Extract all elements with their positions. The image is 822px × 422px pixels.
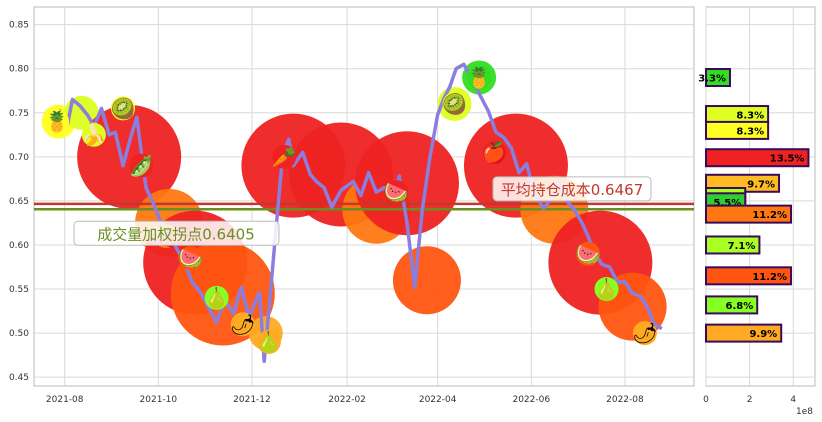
banana-icon: 🍌 [81,123,106,147]
x-tick-label: 2022-02 [328,395,366,405]
volume-bar [705,120,770,140]
cost-blob [392,246,461,315]
marker-halo [204,285,229,310]
marker-halo [256,329,281,354]
marker-halo [111,96,136,121]
watermelon-icon: 🍉 [178,246,203,270]
carrot-icon: 🥕 [272,145,297,169]
marker-halo [178,246,203,271]
volume-bar-label: 9.7% [747,179,775,190]
marker-halo [81,122,106,147]
y-tick-label: 0.70 [9,153,29,163]
pineapple-icon: 🍍 [467,66,492,90]
volume-bar [705,295,759,315]
marker-halo [442,91,467,116]
marker-halo [272,144,297,169]
x-tick-label: 2022-08 [606,395,644,405]
side-x-tick-label: 2 [747,395,753,405]
y-tick-label: 0.55 [9,285,29,295]
apple-icon: 🍎 [482,140,507,164]
kiwi-icon: 🥝 [442,91,467,116]
volume-bar [705,323,783,343]
x-tick-label: 2022-06 [512,395,550,405]
watermelon-icon: 🍉 [384,180,409,204]
vw-turn-label: 成交量加权拐点0.6405 [97,225,255,243]
marker-halo [632,321,657,346]
volume-bar-label: 9.9% [749,329,777,340]
volume-distribution-panel: 0241e83.3%8.3%8.3%13.5%9.7%5.3%5.5%11.2%… [698,6,816,417]
avg-cost-label: 平均持仓成本0.6467 [501,181,644,199]
x-tick-label: 2021-12 [233,395,271,405]
volume-bar [705,148,810,168]
volume-bar [705,204,793,224]
marker-halo [230,312,255,337]
volume-bar-label: 5.5% [714,198,742,209]
volume-bar-label: 11.2% [752,210,787,221]
marker-halo [45,109,70,134]
volume-bar [705,68,731,88]
y-tick-label: 0.50 [9,329,29,339]
side-x-tick-label: 0 [703,395,709,405]
y-tick-label: 0.85 [9,21,29,31]
peapod-icon: 🫛 [129,154,154,178]
pineapple-icon: 🍍 [45,110,70,134]
x-tick-label: 2022-04 [419,395,457,405]
volume-bar-label: 7.1% [728,241,756,252]
marker-halo [129,153,154,178]
volume-bar-label: 6.8% [725,301,753,312]
volume-bar [705,266,793,286]
volume-bar [705,235,761,255]
side-x-multiplier: 1e8 [796,407,813,417]
volume-bar-label: 8.3% [736,126,764,137]
y-tick-label: 0.60 [9,241,29,251]
radish-icon: 🌶 [230,312,255,336]
radish-icon: 🌶 [632,321,657,345]
y-tick-label: 0.45 [9,373,29,383]
pear-icon: 🍐 [256,330,281,354]
x-tick-label: 2021-08 [46,395,84,405]
marker-halo [384,180,409,205]
price-panel: 0.45 0.50 0.55 0.60 0.65 0.70 0.75 0.80 0.85 2021… [9,6,695,405]
x-tick-label: 2021-10 [140,395,178,405]
vw-turn-label-box [73,220,280,246]
watermelon-icon: 🍉 [576,242,601,266]
avg-cost-label-box [492,176,652,202]
volume-bar-label: 13.5% [770,154,805,165]
volume-bar-label: 8.3% [736,111,764,122]
marker-halo [576,241,601,266]
y-tick-label: 0.75 [9,109,29,119]
volume-bar-label: 11.2% [752,272,787,283]
y-tick-label: 0.80 [9,65,29,75]
pear-icon: 🍐 [594,277,619,301]
marker-halo [594,277,619,302]
marker-halo [482,140,507,165]
kiwi-banana-icon: 🥝 [111,95,136,120]
side-x-tick-label: 4 [790,395,796,405]
volume-bar-label: 3.3% [698,74,726,85]
y-tick-label: 0.65 [9,197,29,207]
pear-icon: 🍐 [204,286,229,310]
marker-halo [467,65,492,90]
